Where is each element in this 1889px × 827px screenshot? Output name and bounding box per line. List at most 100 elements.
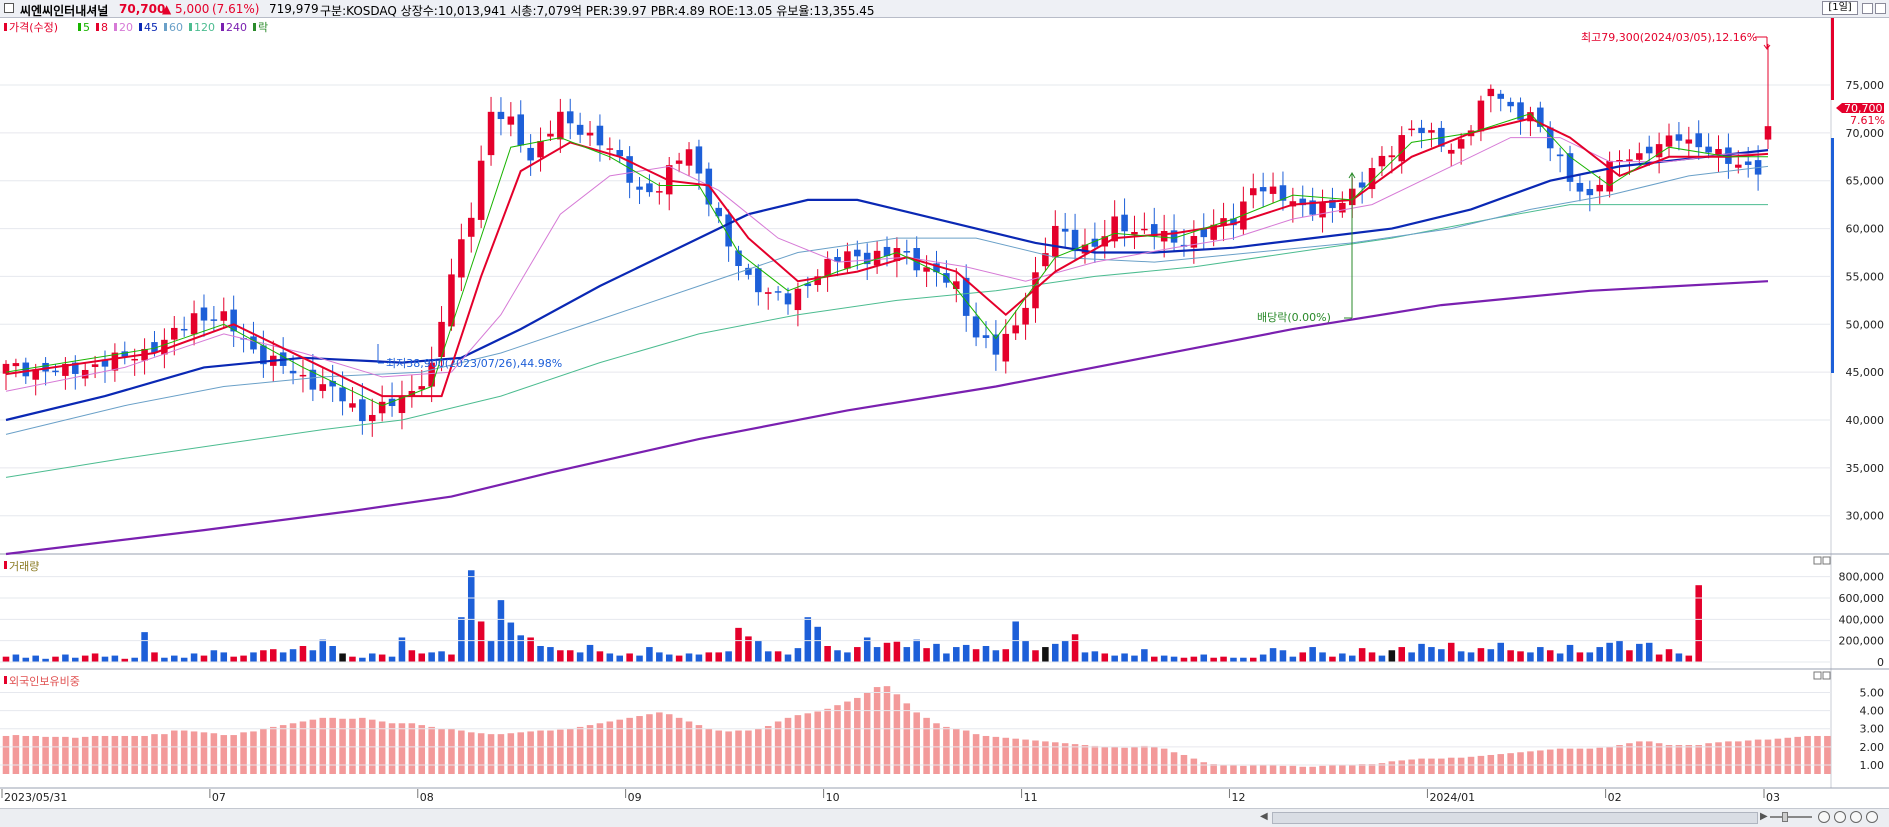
foreign-ownership-bar [1022,739,1029,774]
volume-bar [1220,656,1227,662]
candle-body [467,217,475,237]
zoom-reset-icon[interactable] [1850,811,1862,823]
foreign-ownership-bar [448,728,455,774]
volume-bar [1210,657,1217,662]
badge-pct: 7.61% [1850,114,1885,127]
foreign-ownership-bar [675,717,683,774]
legend-price-title: 가격(수정) [9,21,58,34]
foreign-tick-label: 3.00 [1860,723,1885,736]
candle-body [1418,127,1425,134]
candle-body [91,364,99,367]
candle-body [1061,228,1069,232]
volume-tick-label: 200,000 [1839,635,1885,648]
price-grid [0,84,1831,517]
chart-area[interactable]: 75,000 70,000 65,000 60,000 55,000 50,000 45,0… [0,18,1889,808]
candle-body [388,398,396,407]
volume-bar [1269,648,1277,662]
foreign-ownership-bar [1131,746,1138,774]
foreign-ownership-bar [883,686,891,774]
candle-body [794,288,802,311]
candle-body [1190,235,1198,248]
foreign-ownership-bar [903,703,911,774]
volume-bar [834,650,841,662]
scroll-right-icon[interactable]: ▶ [1760,811,1768,822]
foreign-ownership-bar [1596,747,1603,774]
current-price: 70,700 [119,2,166,16]
volume-tick-label: 600,000 [1839,592,1885,605]
volume-bar [923,648,930,662]
volume-bar [1556,653,1564,662]
legend-price-marker [4,23,7,31]
candle-body [81,369,89,379]
foreign-ownership-bar [923,717,930,774]
chart-canvas[interactable]: 75,000 70,000 65,000 60,000 55,000 50,000 45,0… [0,18,1889,808]
volume-bar [81,655,89,662]
volume-tick-label: 800,000 [1839,571,1885,584]
volume-panel-close-icon[interactable] [1822,556,1831,565]
foreign-ownership-bar [646,714,653,774]
foreign-ownership-bar [1042,741,1049,774]
foreign-ownership-bar [378,721,386,774]
candle-body [903,250,911,253]
high-annotation: 최고79,300(2024/03/05),12.16% [1581,31,1771,50]
foreign-ownership-bar [1754,739,1762,774]
legend-item-3: 45 [144,21,158,34]
foreign-ownership-bar [1784,737,1792,774]
volume-bar [428,652,435,662]
candle-body [180,328,188,331]
foreign-ownership-bar [329,717,336,774]
candle-body [200,307,208,321]
volume-bar [1289,656,1297,662]
minimize-icon[interactable] [1862,3,1873,14]
candle-body [359,399,366,422]
foreign-ownership-bar [1071,744,1079,774]
volume-bar [943,653,950,662]
foreign-ownership-bar [873,687,881,774]
foreign-panel-close-icon[interactable] [1822,671,1831,680]
stock-fundamentals: 구분:KOSDAQ 상장수:10,013,941 시총:7,079억 PER:3… [320,4,875,18]
volume-panel-minimize-icon[interactable] [1813,556,1822,565]
candle-body [319,384,327,391]
candle-body [1487,88,1495,97]
volume-bar [725,651,732,662]
zoom-slider-handle[interactable] [1782,812,1788,822]
high-label: 최고79,300(2024/03/05),12.16% [1581,31,1757,44]
scroll-left-icon[interactable]: ◀ [1260,811,1268,822]
panel-checkbox[interactable] [4,3,14,13]
volume-bar [91,653,99,662]
close-icon[interactable] [1875,3,1886,14]
volume-bar [863,637,871,662]
date-tick-label: 12 [1231,791,1245,804]
horizontal-scrollbar[interactable] [1272,812,1758,824]
candle-body [161,339,168,355]
foreign-ownership-bar [1566,748,1574,774]
volume-bar [1002,649,1010,662]
period-selector[interactable]: [1일] [1822,1,1858,15]
candle-body [1200,228,1208,238]
volume-bar [1052,643,1059,662]
foreign-panel-minimize-icon[interactable] [1813,671,1822,680]
foreign-ownership-bar [537,730,544,774]
candle-body [715,207,722,217]
foreign-ownership-bar [270,726,277,774]
volume-bar [1665,649,1673,662]
date-tick-label: 2024/01 [1429,791,1475,804]
candle-body [764,292,772,294]
candle-body [873,250,881,266]
price-tick-label: 50,000 [1846,318,1885,331]
foreign-ownership-bar [388,723,396,774]
candle-body [1091,238,1099,247]
zoom-fit-icon[interactable] [1866,811,1878,823]
zoom-slider[interactable] [1770,816,1812,818]
candle-body [992,334,1000,355]
volume-bar [1428,647,1435,662]
zoom-out-icon[interactable] [1834,811,1846,823]
volume-bar [289,649,297,662]
candle-body [151,342,158,353]
zoom-in-icon[interactable] [1818,811,1830,823]
candle-body [854,249,861,257]
candle-body [250,336,257,350]
volume-bar [1675,653,1683,662]
volume-bar [735,627,742,662]
volume-bar [1091,651,1099,662]
